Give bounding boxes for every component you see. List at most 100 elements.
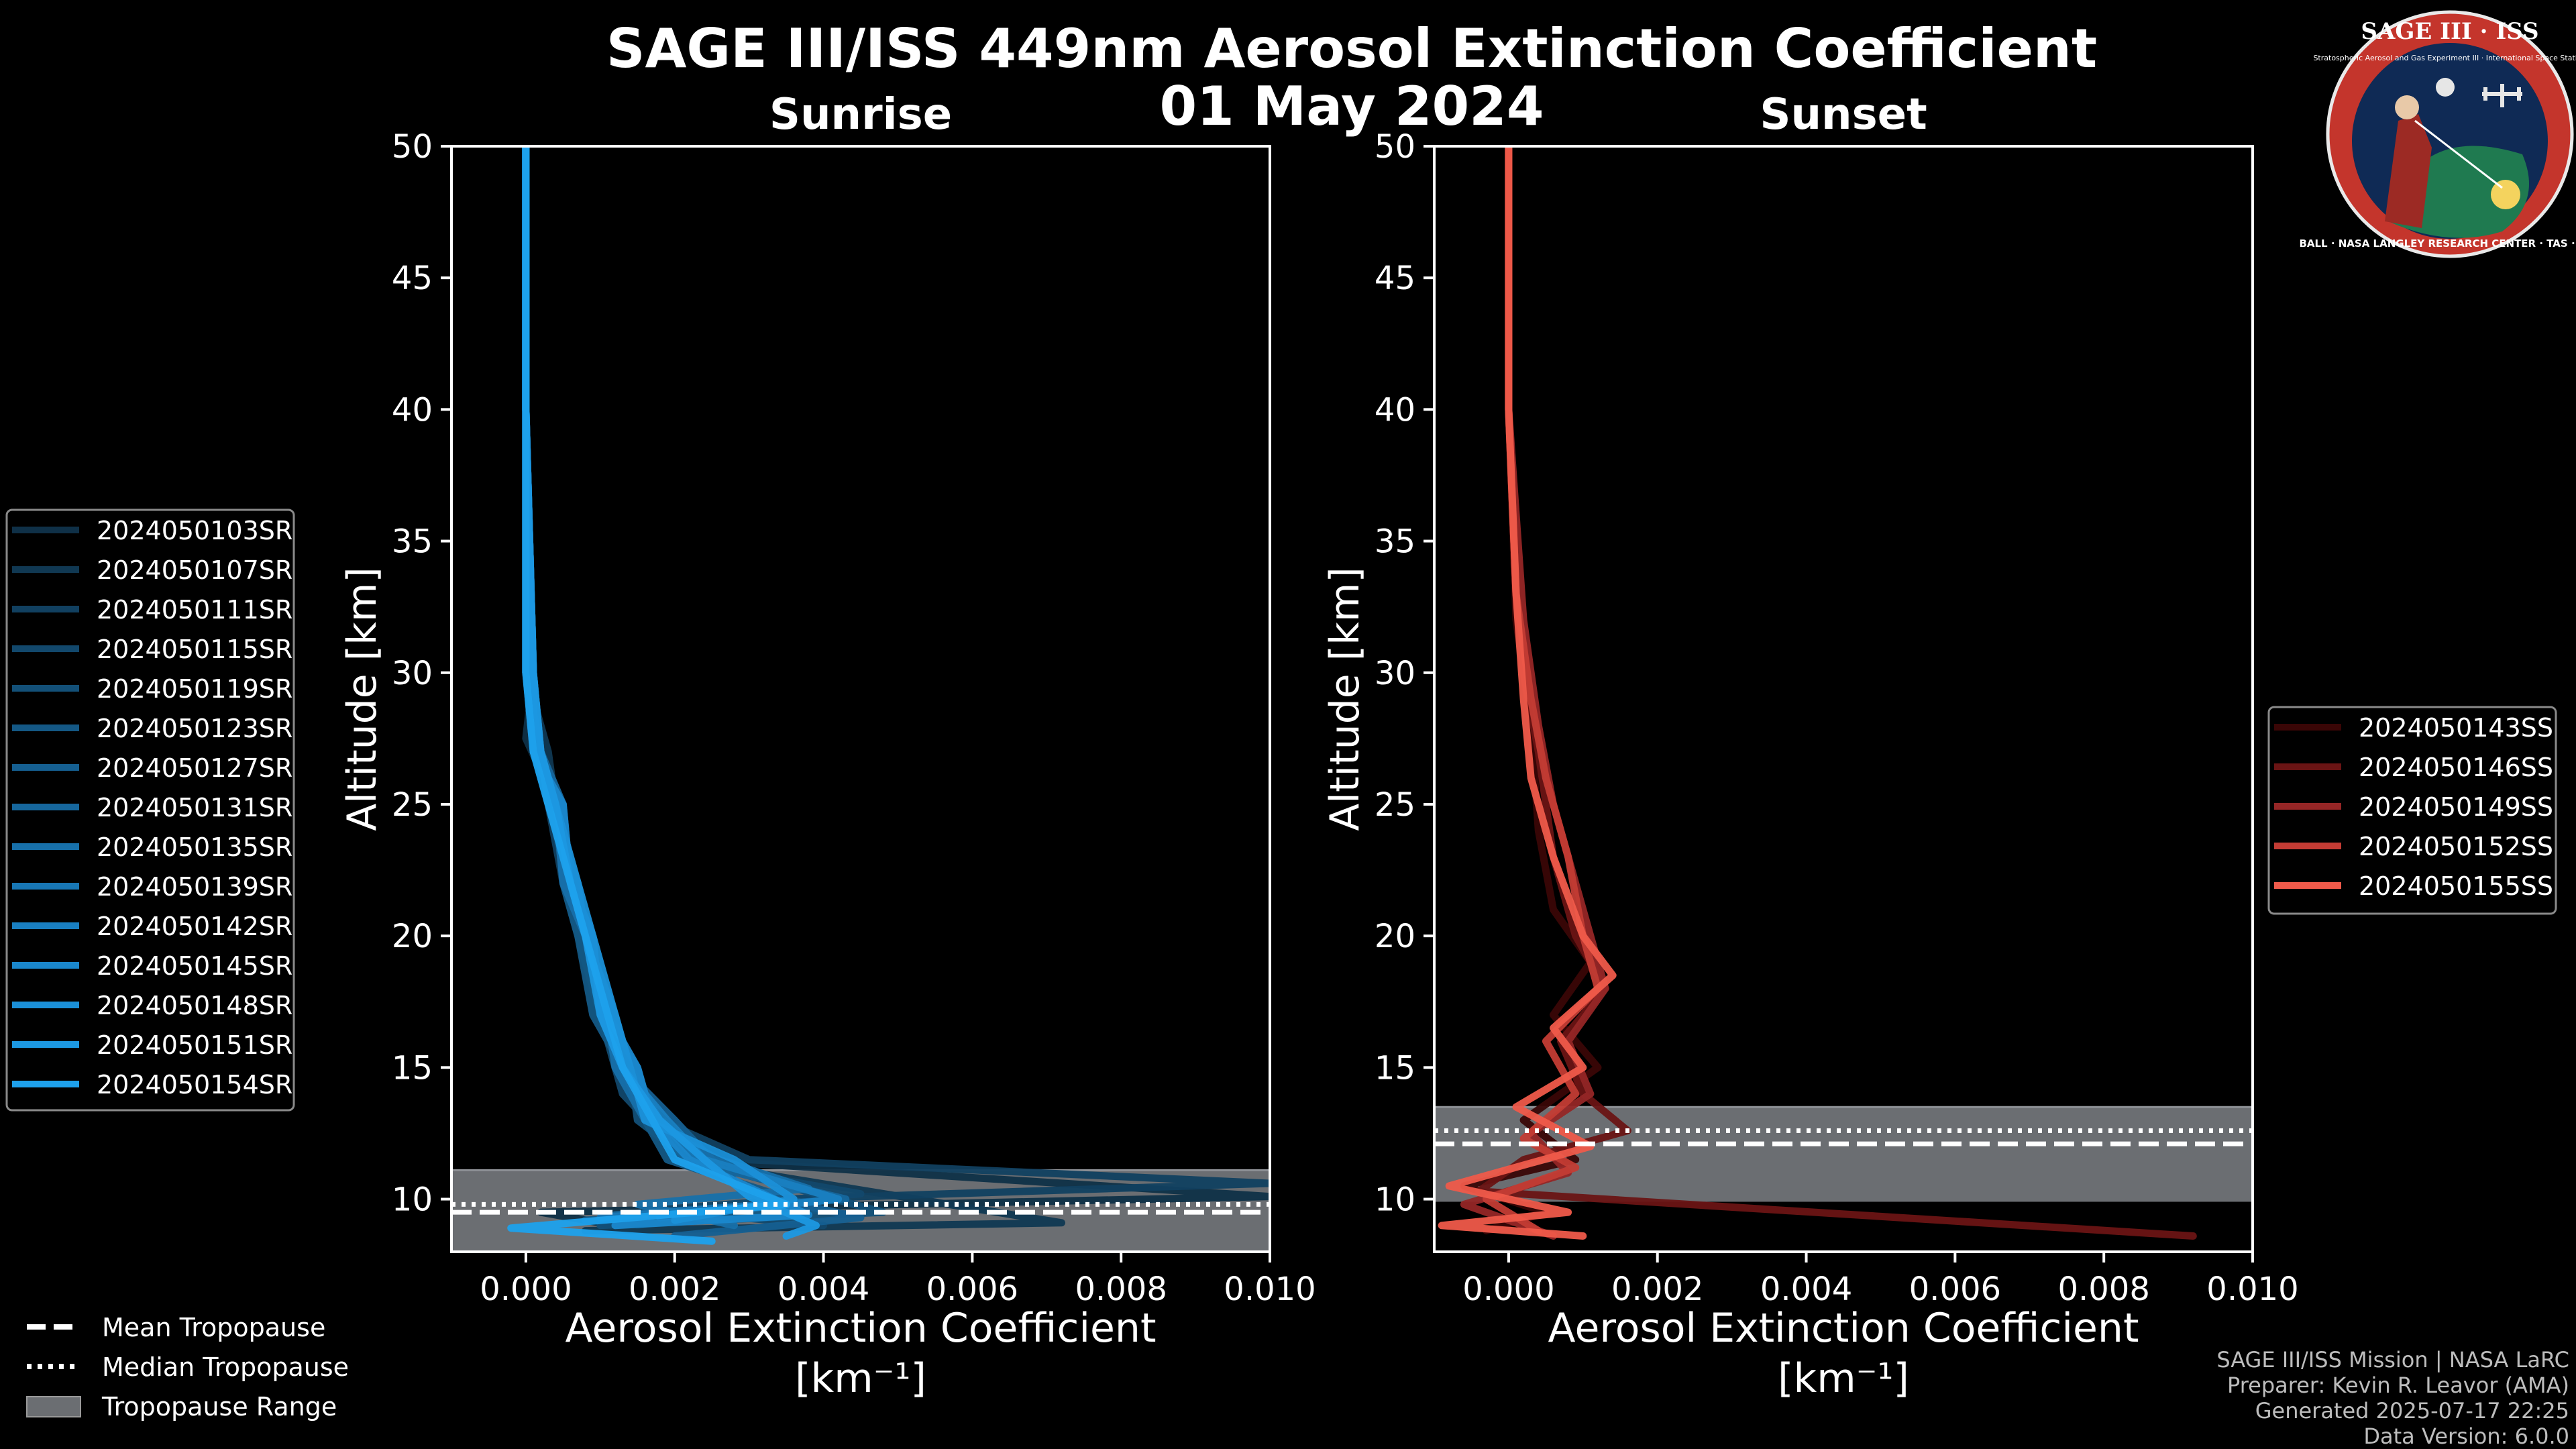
sunset-subtitle: Sunset: [1760, 90, 1927, 140]
tropopause-range-swatch: [26, 1396, 81, 1417]
sunrise-xtick-label: 0.008: [1075, 1271, 1167, 1308]
logo-ring-text: BALL · NASA LANGLEY RESEARCH CENTER · TA…: [2299, 237, 2576, 250]
sunset-series-group: [1438, 146, 2197, 1240]
sunrise-xlabel-line1: Aerosol Extinction Coefficient: [566, 1305, 1157, 1352]
sunset-xtick-label: 0.006: [1909, 1271, 2001, 1308]
sunrise-xtick-label: 0.004: [777, 1271, 869, 1308]
sunset-axes-frame: [1433, 145, 2254, 1253]
sunrise-legend-label: 2024050111SR: [97, 595, 292, 625]
sunset-xtick-label: 0.000: [1462, 1271, 1554, 1308]
sunrise-xtick-label: 0.002: [629, 1271, 720, 1308]
figure-title: SAGE III/ISS 449nm Aerosol Extinction Co…: [606, 17, 2097, 80]
credit-data-version: Data Version: 6.0.0: [2363, 1424, 2569, 1449]
credit-preparer: Preparer: Kevin R. Leavor (AMA): [2227, 1373, 2569, 1398]
sunrise-legend-label: 2024050148SR: [97, 991, 292, 1020]
sunrise-series-line-2024050131SR: [522, 146, 850, 1219]
sunrise-y-ticks: 10 15 20 25 30 35 40 45 50: [392, 128, 451, 1219]
sunrise-legend-label: 2024050154SR: [97, 1070, 292, 1099]
sunrise-ytick-label: 30: [392, 655, 433, 692]
sunrise-legend-label: 2024050131SR: [97, 793, 292, 822]
sunrise-series-line-2024050151SR: [522, 146, 820, 1240]
sunrise-series-line-2024050154SR: [507, 146, 790, 1245]
sunrise-x-ticks: 0.000 0.002 0.004 0.006 0.008 0.010: [480, 1252, 1316, 1308]
sunrise-series-line-2024050123SR: [522, 146, 827, 1224]
astronomer-head-icon: [2395, 95, 2419, 119]
sunrise-legend-label: 2024050151SR: [97, 1030, 292, 1060]
sunrise-series-line-2024050119SR: [522, 146, 887, 1230]
sunset-xlabel-line2: [km⁻¹]: [1778, 1355, 1909, 1402]
sunset-xlabel-line1: Aerosol Extinction Coefficient: [1548, 1305, 2139, 1352]
sunrise-legend-label: 2024050119SR: [97, 674, 292, 704]
sunset-legend-label: 2024050146SS: [2359, 753, 2553, 782]
sunset-series-line-2024050155SS: [1438, 146, 1617, 1240]
sunset-ytick-label: 15: [1375, 1049, 1415, 1087]
sunrise-series-line-2024050115SR: [522, 146, 865, 1230]
astronomer-figure-icon: [2385, 114, 2432, 228]
sunset-xtick-label: 0.004: [1760, 1271, 1852, 1308]
sunset-legend-label: 2024050143SS: [2359, 713, 2553, 743]
sunrise-series-group: [507, 146, 1270, 1245]
sunrise-series-line-2024050135SR: [522, 146, 812, 1230]
sunrise-subtitle: Sunrise: [769, 90, 952, 140]
sunset-xtick-label: 0.002: [1611, 1271, 1703, 1308]
sunrise-ytick-label: 20: [392, 918, 433, 955]
sunrise-series-line-2024050148SR: [522, 146, 798, 1224]
sunrise-series-line-2024050145SR: [522, 146, 812, 1230]
iss-station-icon: [2482, 84, 2522, 107]
sunrise-legend-label: 2024050107SR: [97, 555, 292, 585]
moon-icon: [2436, 78, 2455, 97]
sunrise-ytick-label: 10: [392, 1181, 433, 1219]
sunset-x-ticks: 0.000 0.002 0.004 0.006 0.008 0.010: [1462, 1252, 2299, 1308]
logo-title: SAGE III · ISS: [2361, 18, 2538, 45]
figure-date: 01 May 2024: [1160, 75, 1544, 138]
sunrise-ytick-label: 35: [392, 523, 433, 561]
credits: SAGE III/ISS Mission | NASA LaRC Prepare…: [2216, 1347, 2569, 1449]
sunrise-legend-label: 2024050115SR: [97, 635, 292, 664]
tropopause-lines: [451, 1201, 1270, 1215]
sunrise-legend-label: 2024050142SR: [97, 912, 292, 941]
sunrise-series-line-2024050107SR: [522, 146, 1065, 1235]
sunrise-legend-label: 2024050103SR: [97, 516, 292, 545]
credit-mission: SAGE III/ISS Mission | NASA LaRC: [2216, 1347, 2569, 1373]
sunrise-xtick-label: 0.006: [926, 1271, 1018, 1308]
sunset-ytick-label: 30: [1375, 655, 1415, 692]
sunset-ytick-label: 20: [1375, 918, 1415, 955]
sunset-legend-label: 2024050149SS: [2359, 792, 2553, 822]
sunrise-legend: 2024050103SR 2024050107SR 2024050111SR 2024…: [5, 508, 295, 1112]
credit-generated: Generated 2025-07-17 22:25: [2255, 1398, 2569, 1424]
sunset-legend: 2024050143SS 2024050146SS 2024050149SS 2024…: [2267, 706, 2557, 915]
sunset-ytick-label: 35: [1375, 523, 1415, 561]
tropopause-lines: [1434, 1128, 2253, 1146]
sunrise-xlabel-line2: [km⁻¹]: [795, 1355, 926, 1402]
sunset-ylabel: Altitude [km]: [1322, 567, 1368, 831]
sunset-legend-box: [2267, 706, 2557, 915]
sunrise-ytick-label: 40: [392, 391, 433, 429]
tropopause-legend: Mean Tropopause Median Tropopause Tropop…: [26, 1313, 349, 1421]
sunset-legend-label: 2024050152SS: [2359, 832, 2553, 861]
sunrise-series-line-2024050142SR: [522, 146, 843, 1222]
sunset-legend-label: 2024050155SS: [2359, 871, 2553, 901]
sunrise-series-line-2024050127SR: [522, 146, 865, 1240]
sunrise-xtick-label: 0.010: [1224, 1271, 1316, 1308]
sunrise-ytick-label: 25: [392, 786, 433, 824]
sunrise-legend-label: 2024050139SR: [97, 872, 292, 902]
sunset-y-ticks: 10 15 20 25 30 35 40 45 50: [1375, 128, 1434, 1219]
sunset-xtick-label: 0.010: [2206, 1271, 2298, 1308]
sunset-ytick-label: 25: [1375, 786, 1415, 824]
sage-iss-mission-logo: SAGE III · ISS Stratospheric Aerosol and…: [2299, 10, 2576, 258]
sunset-ytick-label: 10: [1375, 1181, 1415, 1219]
sunset-ytick-label: 40: [1375, 391, 1415, 429]
telescope-beam-icon: [2414, 119, 2503, 189]
mean-tropopause-label: Mean Tropopause: [102, 1313, 325, 1342]
sunrise-ylabel: Altitude [km]: [339, 567, 386, 831]
sunrise-ytick-label: 45: [392, 260, 433, 297]
sunrise-ytick-label: 15: [392, 1049, 433, 1087]
sunrise-legend-label: 2024050123SR: [97, 714, 292, 743]
logo-subtext: Stratospheric Aerosol and Gas Experiment…: [2313, 54, 2576, 62]
sunrise-series-line-2024050139SR: [522, 146, 775, 1222]
sunset-xtick-label: 0.008: [2057, 1271, 2149, 1308]
sunrise-legend-box: [5, 508, 295, 1112]
